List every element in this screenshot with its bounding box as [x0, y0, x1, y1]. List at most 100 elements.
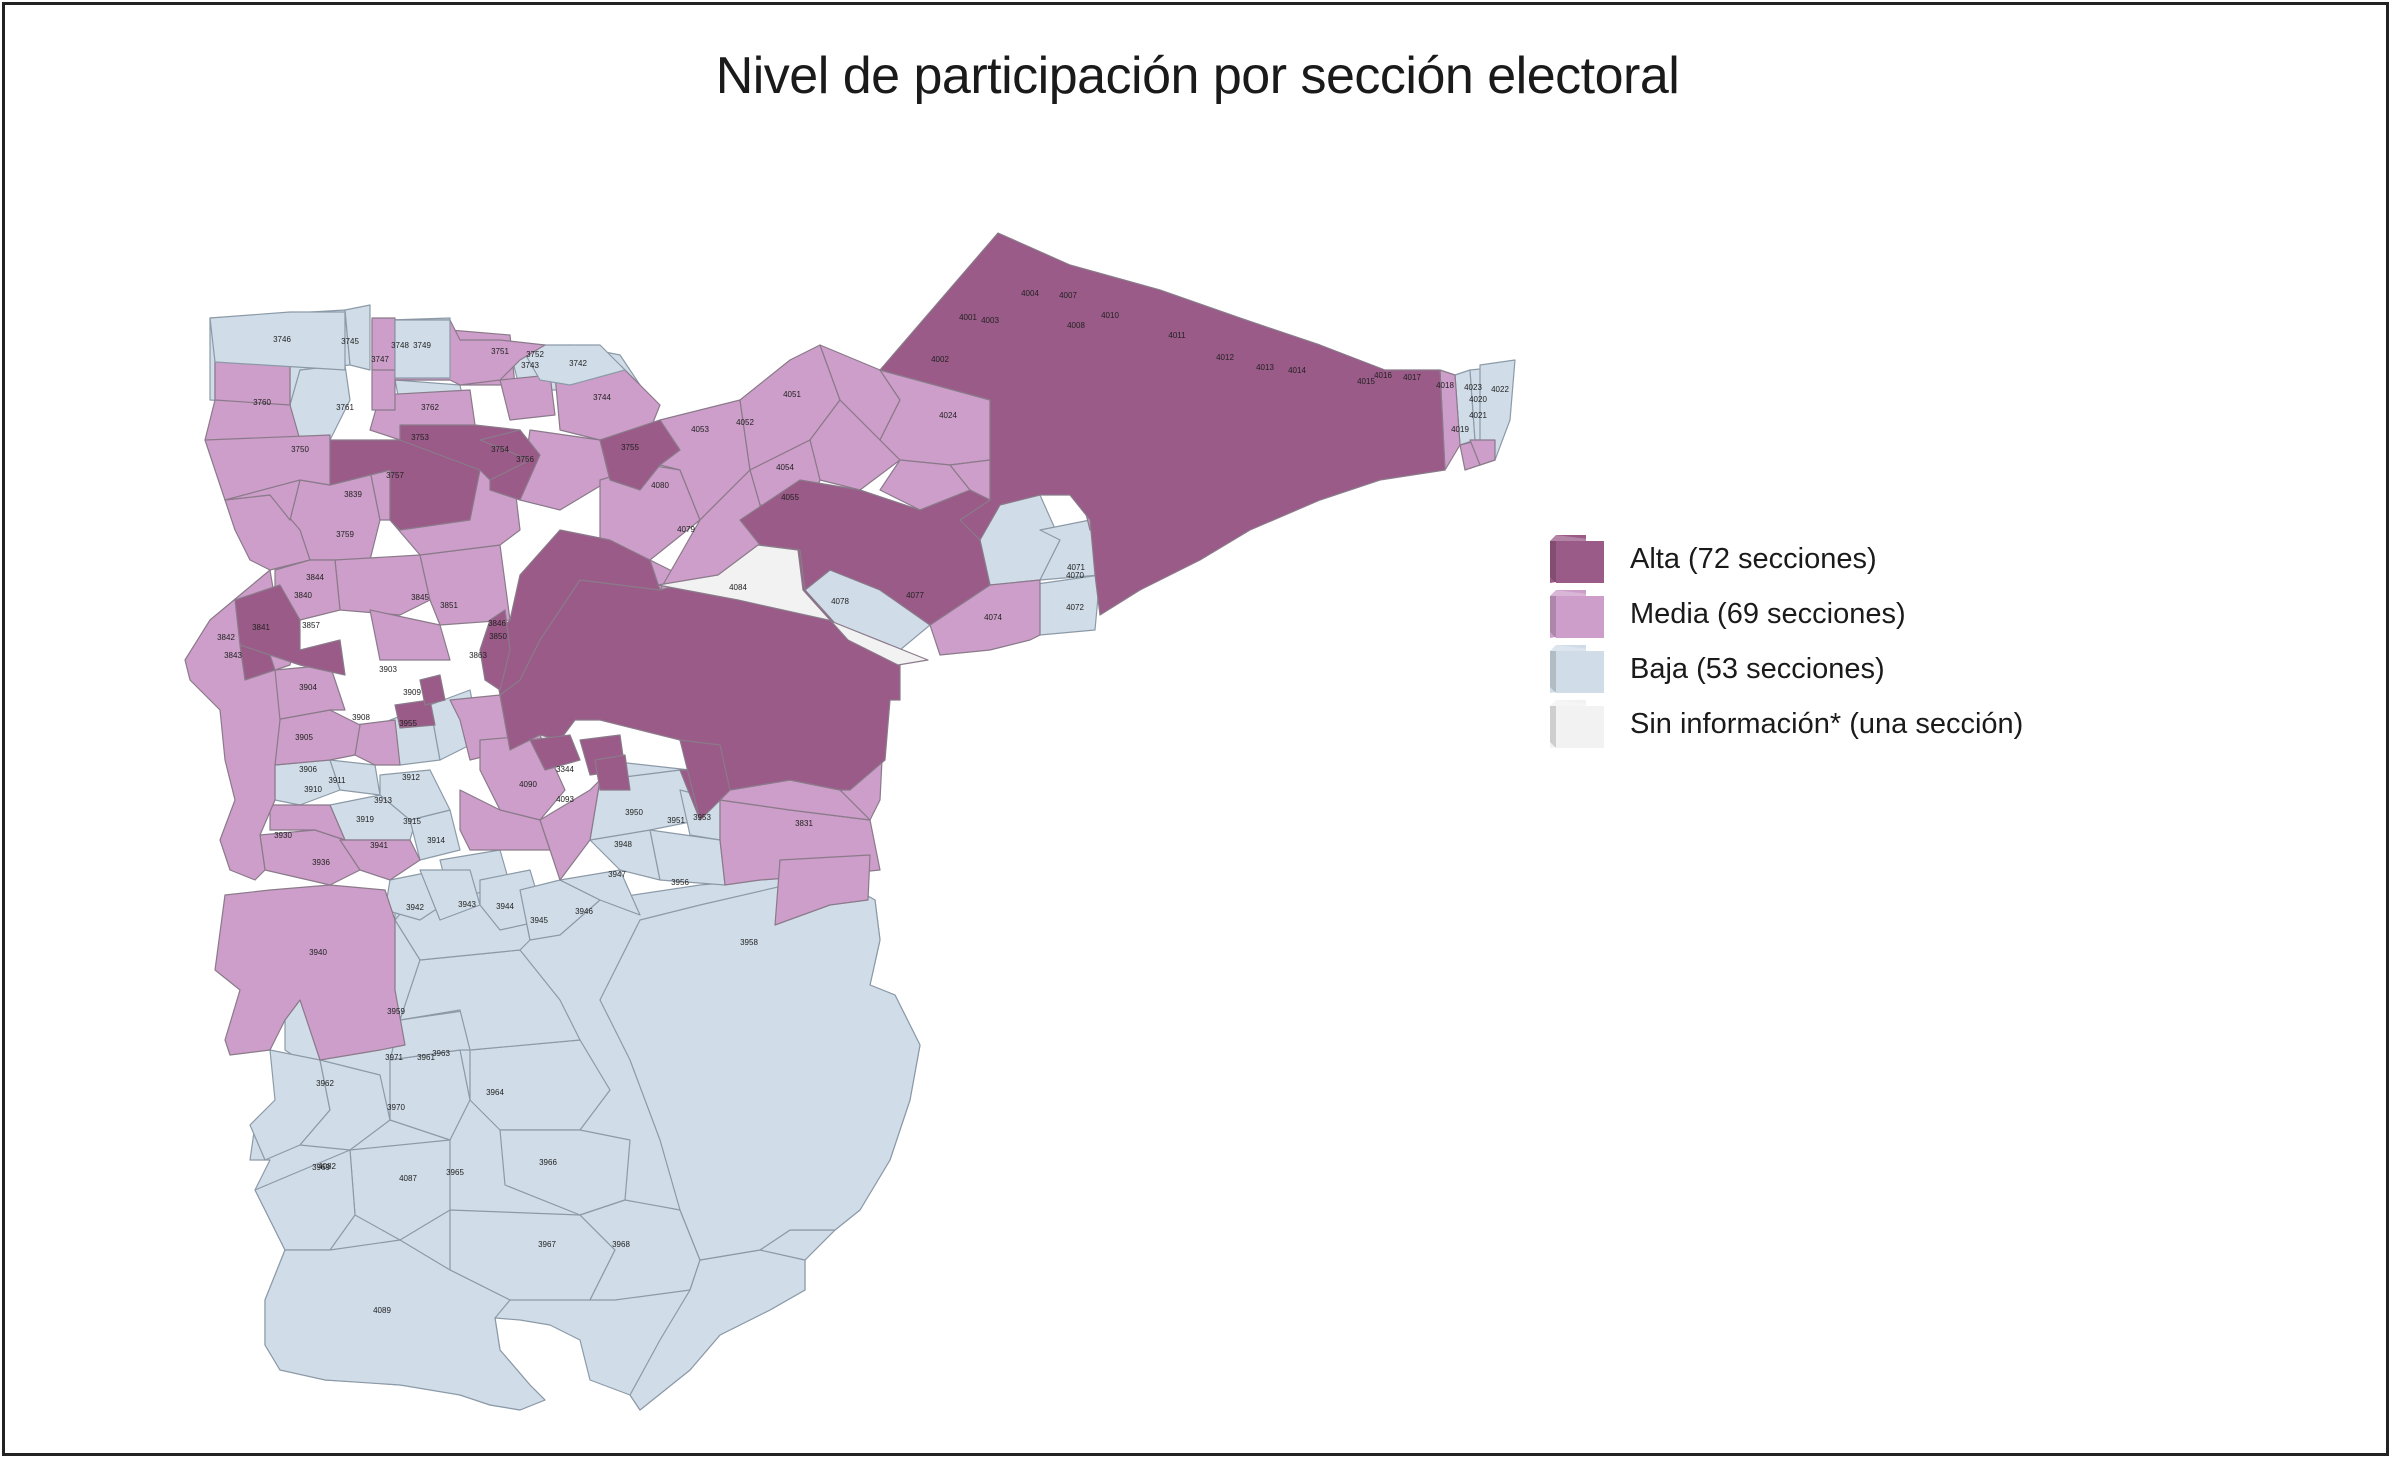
section-north-nw-baja[interactable] — [209, 311, 346, 371]
legend-swatch-sin-informacion — [1550, 700, 1604, 748]
section-number-label: 3742 — [569, 359, 587, 368]
section-number-label: 3839 — [344, 490, 362, 499]
section-number-label: 4055 — [781, 493, 799, 502]
section-4084-sin-informacion[interactable] — [657, 544, 929, 666]
section-3742[interactable] — [519, 344, 626, 386]
section-3841[interactable] — [489, 529, 661, 696]
section-number-label: 3762 — [421, 403, 439, 412]
section-media-center-1[interactable] — [459, 789, 551, 851]
section-number-label: 4003 — [981, 316, 999, 325]
section-3936[interactable] — [339, 839, 421, 881]
section-alta-mid-north[interactable] — [739, 479, 991, 626]
section-number-label: 3752 — [526, 350, 544, 359]
section-3846[interactable] — [369, 609, 451, 661]
section-number-label: 4013 — [1256, 363, 1274, 372]
section-3945[interactable] — [559, 869, 641, 916]
section-number-label: 4072 — [1066, 603, 1084, 612]
section-number-label: 3914 — [427, 836, 445, 845]
section-number-label: 3913 — [374, 796, 392, 805]
section-number-label: 3744 — [593, 393, 611, 402]
section-number-label: 3843 — [224, 651, 242, 660]
section-3754-alta[interactable] — [479, 429, 541, 501]
section-number-label: 3940 — [309, 948, 327, 957]
section-north-baja-3[interactable] — [344, 304, 371, 371]
section-4074[interactable] — [929, 579, 1041, 656]
section-3971[interactable] — [264, 1239, 546, 1411]
section-4032[interactable] — [599, 874, 921, 1261]
section-3752[interactable] — [499, 374, 556, 421]
section-3749[interactable] — [394, 319, 451, 379]
section-number-label: 4011 — [1168, 331, 1186, 340]
section-number-label: 3943 — [458, 900, 476, 909]
section-number-label: 3910 — [304, 785, 322, 794]
section-3950[interactable] — [394, 699, 436, 729]
section-3843[interactable] — [334, 554, 431, 616]
section-number-label: 3963 — [432, 1049, 450, 1058]
section-number-label: 3759 — [336, 530, 354, 539]
section-3944[interactable] — [519, 879, 601, 941]
section-number-label: 3945 — [530, 916, 548, 925]
section-number-label: 3905 — [295, 733, 313, 742]
section-3915[interactable] — [269, 804, 346, 841]
section-number-label: 3930 — [274, 831, 292, 840]
section-number-label: 3750 — [291, 445, 309, 454]
map-title: Nivel de participación por sección elect… — [715, 47, 1680, 105]
legend-swatch-media — [1550, 590, 1604, 638]
section-number-label: 4010 — [1101, 311, 1119, 320]
section-number-label: 3956 — [671, 878, 689, 887]
section-number-label: 3753 — [411, 433, 429, 442]
section-number-label: 4077 — [906, 591, 924, 600]
legend-swatch-alta — [1550, 535, 1604, 583]
section-number-label: 3904 — [299, 683, 317, 692]
section-3845[interactable] — [479, 609, 511, 691]
section-3844[interactable] — [419, 544, 511, 626]
section-4019[interactable] — [1469, 439, 1496, 466]
section-number-label: 3946 — [575, 907, 593, 916]
section-number-label: 3955 — [399, 719, 417, 728]
section-number-label: 3841 — [252, 623, 270, 632]
section-number-label: 3970 — [387, 1103, 405, 1112]
section-number-label: 3962 — [316, 1079, 334, 1088]
section-number-label: 3953 — [693, 813, 711, 822]
section-number-label: 4093 — [556, 795, 574, 804]
media-region — [184, 319, 1496, 1061]
section-number-label: 3761 — [336, 403, 354, 412]
section-number-label: 3911 — [328, 776, 346, 785]
section-number-label: 3950 — [625, 808, 643, 817]
section-number-label: 4022 — [1491, 385, 1509, 394]
section-3950b[interactable] — [419, 674, 446, 706]
section-3840[interactable] — [239, 644, 276, 681]
section-media-center-2[interactable] — [539, 779, 601, 881]
section-number-label: 3846 — [488, 619, 506, 628]
section-4093[interactable] — [529, 734, 581, 771]
section-3930[interactable] — [214, 884, 406, 1061]
section-number-label: 3903 — [379, 665, 397, 674]
section-number-label: 4051 — [783, 390, 801, 399]
section-3857[interactable] — [774, 854, 871, 926]
section-number-label: 3857 — [302, 621, 320, 630]
section-number-label: 3915 — [403, 817, 421, 826]
section-number-label: 4070 — [1066, 571, 1084, 580]
section-number-label: 3967 — [538, 1240, 556, 1249]
section-number-label: 3944 — [496, 902, 514, 911]
section-alta-south-c[interactable] — [679, 739, 731, 821]
section-4071[interactable] — [1039, 519, 1101, 581]
section-number-label: 4089 — [373, 1306, 391, 1315]
section-number-label: 3951 — [667, 816, 685, 825]
section-3909[interactable] — [354, 719, 401, 766]
section-number-label: 3909 — [403, 688, 421, 697]
section-4090[interactable] — [594, 754, 631, 791]
section-3750[interactable] — [204, 434, 331, 501]
section-number-label: 3844 — [306, 573, 324, 582]
section-3910[interactable] — [379, 769, 451, 821]
section-number-label: 3958 — [740, 938, 758, 947]
section-number-label: 4020 — [1469, 395, 1487, 404]
section-number-label: 3756 — [516, 455, 534, 464]
section-3755[interactable] — [599, 419, 681, 491]
section-3963[interactable] — [399, 949, 581, 1051]
section-number-label: 3760 — [253, 398, 271, 407]
section-number-label: 3747 — [371, 355, 389, 364]
section-number-label: 4014 — [1288, 366, 1306, 375]
north-extra — [209, 311, 626, 386]
section-number-label: 3912 — [402, 773, 420, 782]
